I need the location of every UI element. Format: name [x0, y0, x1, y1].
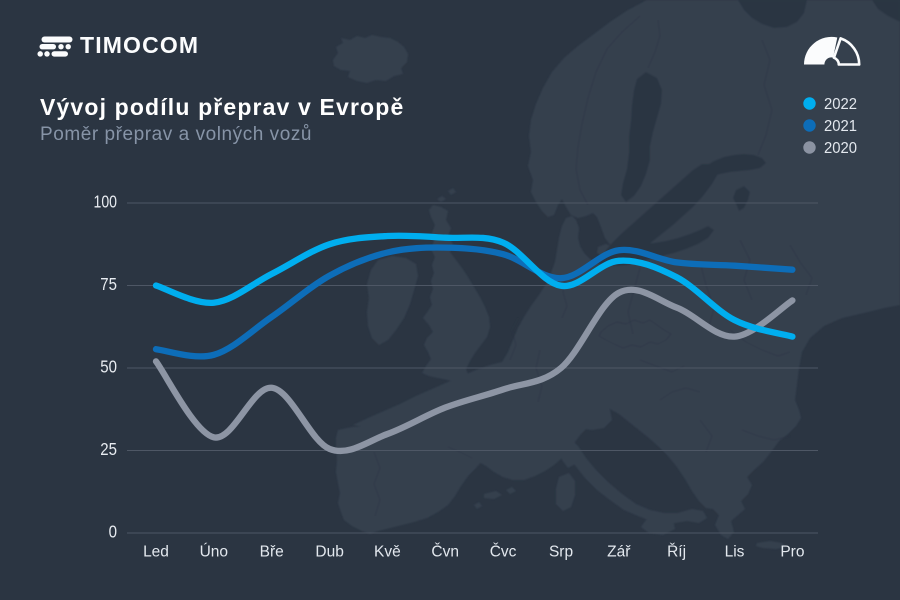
svg-text:Bře: Bře — [260, 544, 284, 561]
svg-text:100: 100 — [94, 191, 118, 211]
svg-text:75: 75 — [100, 274, 117, 294]
svg-text:0: 0 — [109, 521, 118, 541]
svg-text:Čvn: Čvn — [431, 544, 459, 561]
svg-text:Dub: Dub — [315, 544, 343, 561]
svg-text:Čvc: Čvc — [490, 544, 517, 561]
svg-text:Srp: Srp — [549, 544, 573, 561]
svg-text:25: 25 — [100, 439, 117, 459]
svg-text:Kvě: Kvě — [374, 544, 401, 561]
svg-text:Říj: Říj — [667, 544, 686, 561]
svg-text:2021: 2021 — [824, 118, 857, 135]
svg-text:Pro: Pro — [780, 544, 804, 561]
svg-text:Úno: Úno — [200, 544, 228, 561]
svg-text:50: 50 — [100, 356, 117, 376]
svg-text:Zář: Zář — [607, 544, 631, 561]
svg-text:Lis: Lis — [725, 544, 745, 561]
svg-text:Led: Led — [143, 544, 169, 561]
svg-text:2022: 2022 — [824, 96, 857, 113]
svg-text:2020: 2020 — [824, 140, 857, 157]
